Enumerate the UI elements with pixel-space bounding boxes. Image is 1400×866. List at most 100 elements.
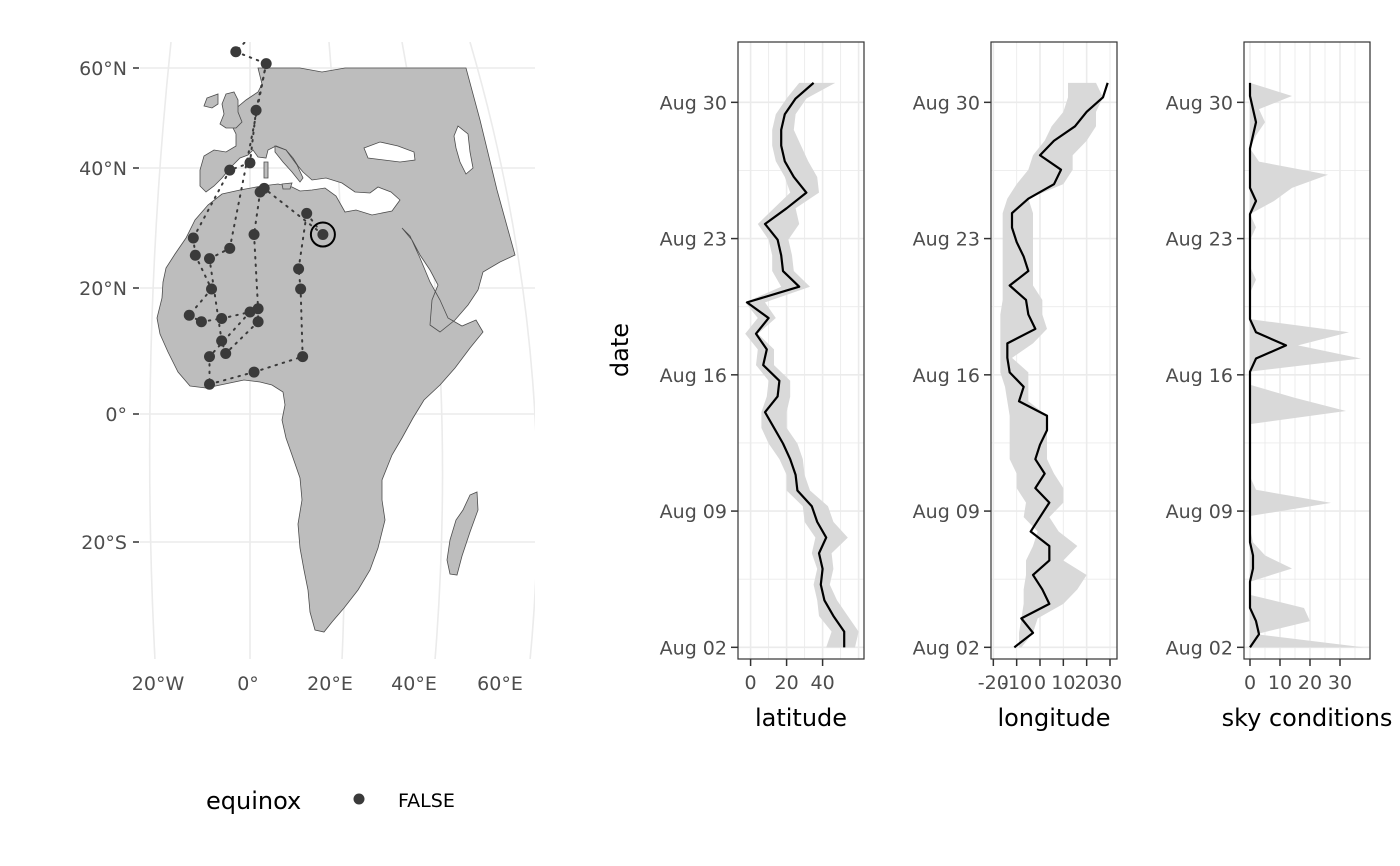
- y-tick-label: Aug 09: [913, 501, 980, 523]
- track-segment: [192, 169, 231, 239]
- track-segment: [224, 320, 260, 355]
- panel-border: [990, 41, 1118, 660]
- map-y-tick-label: 20°N: [79, 278, 127, 300]
- y-tick-label: Aug 02: [913, 637, 980, 659]
- track-point: [195, 316, 207, 328]
- time-series-panels: Aug 02 Aug 09 Aug 16 Aug 23 Aug 30 0 20 40 latit…: [660, 41, 1393, 732]
- ribbon: [745, 82, 859, 648]
- track-point: [265, 10, 276, 21]
- track-segment: [234, 50, 268, 65]
- track-point: [183, 309, 195, 321]
- y-tick-label: Aug 09: [1166, 501, 1233, 523]
- track-segment: [253, 355, 304, 374]
- x-tick-label: 10: [1051, 672, 1075, 694]
- y-tick-label: Aug 09: [660, 501, 727, 523]
- y-tick-label: Aug 16: [660, 365, 727, 387]
- track-points: [183, 10, 329, 390]
- panel-sky-conditions: Aug 02 Aug 09 Aug 16 Aug 23 Aug 30 0 10 20 30 sky…: [1166, 41, 1393, 732]
- black-sea-gap: [363, 141, 416, 163]
- map-x-tick-label: 20°W: [132, 673, 185, 695]
- madagascar: [446, 491, 479, 576]
- track-segment: [249, 109, 258, 164]
- x-tick-label: -10: [1001, 672, 1032, 694]
- x-tick-label: 10: [1268, 672, 1292, 694]
- land: [156, 67, 516, 633]
- track-point: [260, 58, 272, 70]
- x-tick-label: 30: [1328, 672, 1352, 694]
- track-point: [295, 283, 307, 295]
- track-segment: [253, 190, 262, 236]
- panel-latitude: Aug 02 Aug 09 Aug 16 Aug 23 Aug 30 0 20 40 latit…: [660, 41, 865, 732]
- track-point: [224, 164, 236, 176]
- track-point: [293, 263, 305, 275]
- y-tick-label: Aug 30: [660, 92, 727, 114]
- track-segment: [253, 233, 260, 310]
- track-point: [204, 351, 215, 363]
- map-x-tick-label: 0°: [237, 673, 259, 695]
- panel-border: [1243, 41, 1371, 660]
- ireland: [203, 93, 219, 109]
- map-x-tick-label: 20°E: [307, 673, 353, 695]
- track-segment: [208, 311, 251, 358]
- y-tick-label: Aug 23: [660, 229, 727, 251]
- panel-longitude: Aug 02 Aug 09 Aug 16 Aug 23 Aug 30 -20-10 0 10 2…: [913, 41, 1122, 732]
- y-tick-label: Aug 16: [913, 365, 980, 387]
- x-tick-label: -20: [978, 672, 1009, 694]
- series-line: [1248, 82, 1288, 648]
- track-point: [297, 351, 309, 363]
- x-tick-label: 0: [1034, 672, 1046, 694]
- x-tick-label: 0: [1244, 672, 1256, 694]
- x-axis-title: sky conditions: [1222, 704, 1393, 732]
- track-segment: [234, 42, 247, 53]
- y-tick-label: Aug 02: [1166, 637, 1233, 659]
- track-point: [244, 306, 256, 318]
- x-tick-label: 30: [1098, 672, 1122, 694]
- track-point: [317, 229, 329, 241]
- map-x-axis: 20°W 0° 20°E 40°E 60°E: [132, 673, 523, 695]
- meridian-60e: [469, 42, 535, 659]
- x-axis-title: longitude: [997, 704, 1110, 732]
- map-y-tick-label: 0°: [105, 404, 127, 426]
- track-point: [216, 335, 228, 347]
- y-tick-label: Aug 16: [1166, 365, 1233, 387]
- y-tick-label: Aug 23: [913, 229, 980, 251]
- map-y-tick-label: 60°N: [79, 58, 127, 80]
- map-y-axis: 60°N 40°N 20°N 0° 20°S: [79, 58, 139, 554]
- legend: equinox FALSE: [206, 787, 455, 815]
- italy: [274, 145, 304, 183]
- x-tick-label: 40: [811, 672, 835, 694]
- map-y-tick-label: 20°S: [81, 532, 127, 554]
- x-axis-title: latitude: [755, 704, 847, 732]
- y-axis-title: date: [606, 323, 634, 377]
- track-segment: [228, 62, 268, 250]
- track-point: [224, 242, 236, 254]
- corsica-sardinia: [263, 161, 269, 179]
- panel-border: [737, 41, 865, 660]
- legend-title: equinox: [206, 787, 301, 815]
- ribbon: [1000, 82, 1103, 648]
- great-britain: [219, 91, 243, 129]
- x-tick-label: 20: [1075, 672, 1099, 694]
- track-segment: [297, 212, 308, 270]
- caspian-gap: [453, 125, 474, 175]
- x-tick-label: 20: [775, 672, 799, 694]
- y-tick-label: Aug 30: [913, 92, 980, 114]
- track-point: [248, 229, 260, 241]
- map-y-tick-label: 40°N: [79, 158, 127, 180]
- track-point: [252, 316, 264, 328]
- track-segment: [208, 257, 223, 342]
- track-point: [230, 46, 242, 58]
- track-point: [248, 366, 260, 378]
- track-point: [258, 182, 270, 194]
- track-point: [206, 283, 218, 295]
- track-point: [244, 157, 256, 169]
- map-panel: 60°N 40°N 20°N 0° 20°S 20°W 0° 20°E 40°E 60°E: [79, 10, 535, 695]
- series-line: [745, 82, 846, 648]
- track-point: [204, 378, 215, 390]
- ribbon: [1250, 82, 1364, 648]
- track-segment: [208, 371, 256, 386]
- track-point: [204, 253, 215, 265]
- y-tick-label: Aug 02: [660, 637, 727, 659]
- track-point: [250, 104, 262, 116]
